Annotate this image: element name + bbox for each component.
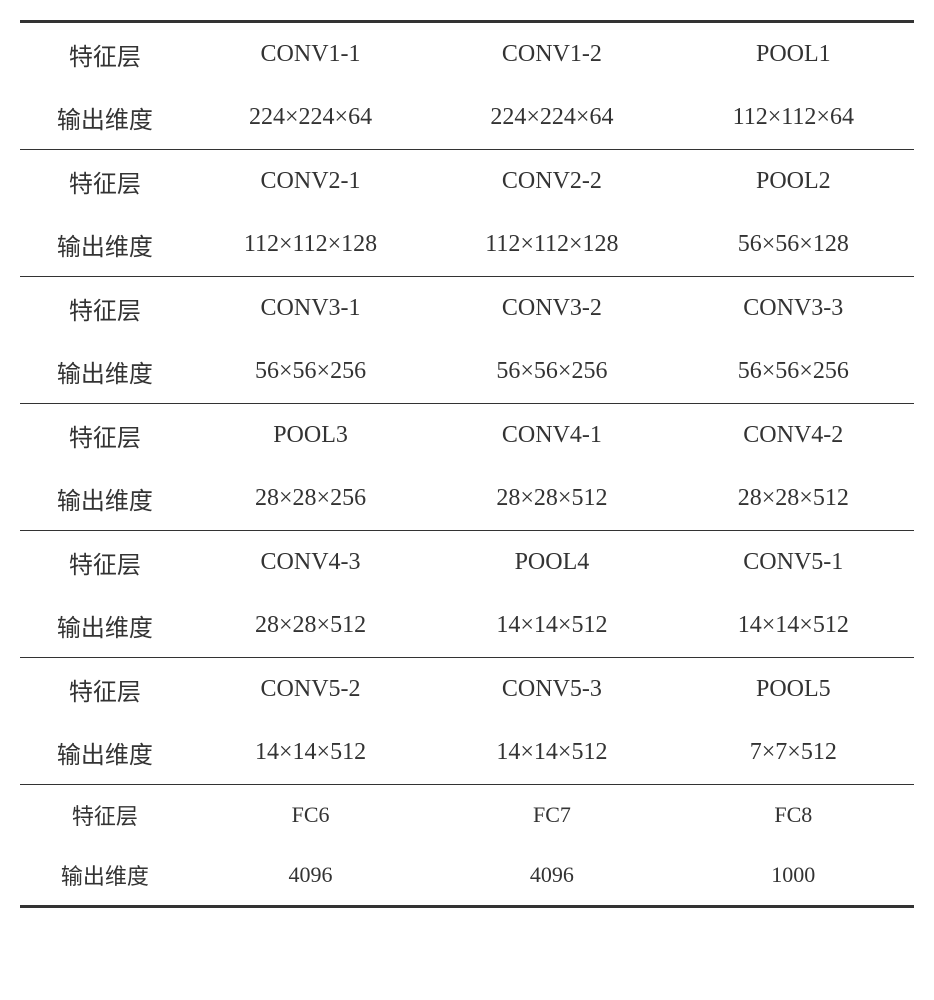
- output-dim-cell: 224×224×64: [431, 86, 672, 150]
- output-dim-cell: 28×28×512: [673, 467, 914, 531]
- row-label-output-dim: 输出维度: [20, 721, 190, 785]
- layer-name-cell: CONV2-2: [431, 150, 672, 214]
- output-dim-cell: 28×28×256: [190, 467, 431, 531]
- output-dim-cell: 14×14×512: [673, 594, 914, 658]
- output-dim-cell: 56×56×256: [431, 340, 672, 404]
- layer-name-cell: FC8: [673, 785, 914, 846]
- output-dim-cell: 4096: [190, 845, 431, 907]
- output-dim-cell: 28×28×512: [190, 594, 431, 658]
- layer-name-cell: CONV1-2: [431, 22, 672, 87]
- output-dim-cell: 112×112×128: [190, 213, 431, 277]
- layer-name-cell: POOL3: [190, 404, 431, 468]
- row-label-feature-layer: 特征层: [20, 277, 190, 341]
- layer-name-cell: CONV5-3: [431, 658, 672, 722]
- layer-name-cell: CONV4-3: [190, 531, 431, 595]
- output-dim-cell: 56×56×256: [673, 340, 914, 404]
- row-label-feature-layer: 特征层: [20, 531, 190, 595]
- layer-name-cell: CONV2-1: [190, 150, 431, 214]
- row-label-output-dim: 输出维度: [20, 845, 190, 907]
- layer-name-cell: POOL2: [673, 150, 914, 214]
- row-label-output-dim: 输出维度: [20, 213, 190, 277]
- layer-name-cell: CONV5-1: [673, 531, 914, 595]
- row-label-output-dim: 输出维度: [20, 467, 190, 531]
- row-label-output-dim: 输出维度: [20, 594, 190, 658]
- layer-name-cell: FC6: [190, 785, 431, 846]
- output-dim-cell: 14×14×512: [431, 594, 672, 658]
- layer-name-cell: POOL1: [673, 22, 914, 87]
- row-label-feature-layer: 特征层: [20, 404, 190, 468]
- row-label-feature-layer: 特征层: [20, 785, 190, 846]
- output-dim-cell: 14×14×512: [190, 721, 431, 785]
- row-label-output-dim: 输出维度: [20, 86, 190, 150]
- layer-name-cell: CONV3-2: [431, 277, 672, 341]
- layer-name-cell: CONV4-1: [431, 404, 672, 468]
- layer-name-cell: CONV3-3: [673, 277, 914, 341]
- row-label-output-dim: 输出维度: [20, 340, 190, 404]
- output-dim-cell: 112×112×128: [431, 213, 672, 277]
- layer-name-cell: FC7: [431, 785, 672, 846]
- output-dim-cell: 224×224×64: [190, 86, 431, 150]
- output-dim-cell: 7×7×512: [673, 721, 914, 785]
- output-dim-cell: 28×28×512: [431, 467, 672, 531]
- output-dim-cell: 56×56×256: [190, 340, 431, 404]
- row-label-feature-layer: 特征层: [20, 22, 190, 87]
- layer-name-cell: CONV5-2: [190, 658, 431, 722]
- output-dim-cell: 14×14×512: [431, 721, 672, 785]
- layer-name-cell: CONV1-1: [190, 22, 431, 87]
- row-label-feature-layer: 特征层: [20, 658, 190, 722]
- layer-name-cell: POOL4: [431, 531, 672, 595]
- layer-name-cell: POOL5: [673, 658, 914, 722]
- layer-name-cell: CONV4-2: [673, 404, 914, 468]
- output-dim-cell: 56×56×128: [673, 213, 914, 277]
- network-architecture-table: 特征层CONV1-1CONV1-2POOL1输出维度224×224×64224×…: [20, 20, 914, 908]
- output-dim-cell: 1000: [673, 845, 914, 907]
- output-dim-cell: 4096: [431, 845, 672, 907]
- layer-name-cell: CONV3-1: [190, 277, 431, 341]
- row-label-feature-layer: 特征层: [20, 150, 190, 214]
- output-dim-cell: 112×112×64: [673, 86, 914, 150]
